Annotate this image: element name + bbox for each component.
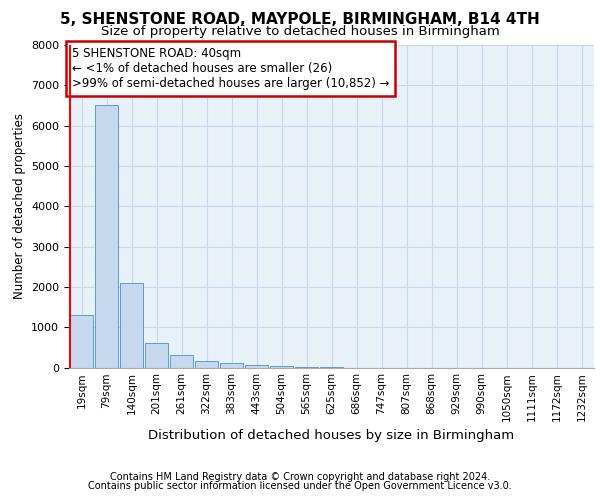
- Text: Size of property relative to detached houses in Birmingham: Size of property relative to detached ho…: [101, 25, 499, 38]
- Text: 5 SHENSTONE ROAD: 40sqm
← <1% of detached houses are smaller (26)
>99% of semi-d: 5 SHENSTONE ROAD: 40sqm ← <1% of detache…: [71, 46, 389, 90]
- Bar: [70, 315, 94, 368]
- Bar: [269, 366, 293, 368]
- Bar: [220, 364, 244, 368]
- Bar: [119, 283, 143, 368]
- Text: Contains HM Land Registry data © Crown copyright and database right 2024.: Contains HM Land Registry data © Crown c…: [110, 472, 490, 482]
- Text: Contains public sector information licensed under the Open Government Licence v3: Contains public sector information licen…: [88, 481, 512, 491]
- Bar: [245, 364, 268, 368]
- Bar: [95, 106, 118, 368]
- Text: 5, SHENSTONE ROAD, MAYPOLE, BIRMINGHAM, B14 4TH: 5, SHENSTONE ROAD, MAYPOLE, BIRMINGHAM, …: [60, 12, 540, 28]
- Bar: [170, 356, 193, 368]
- X-axis label: Distribution of detached houses by size in Birmingham: Distribution of detached houses by size …: [148, 430, 515, 442]
- Bar: [145, 342, 169, 367]
- Y-axis label: Number of detached properties: Number of detached properties: [13, 114, 26, 299]
- Bar: [194, 360, 218, 368]
